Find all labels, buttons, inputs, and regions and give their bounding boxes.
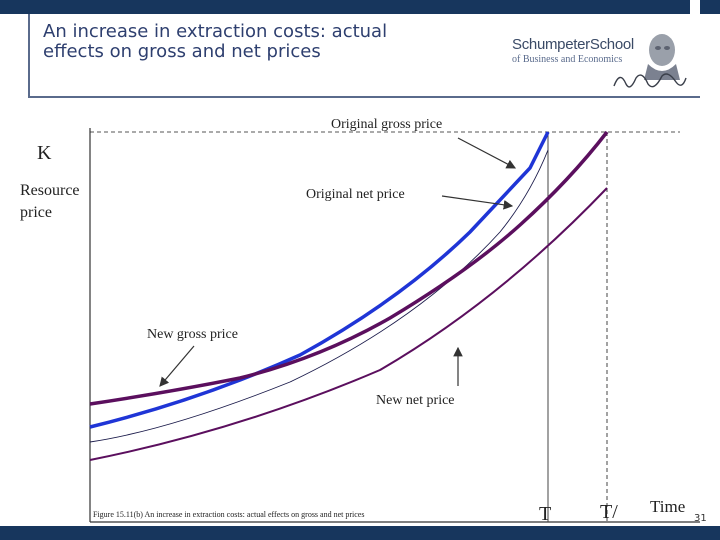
figure-caption: Figure 15.11(b) An increase in extractio… — [93, 510, 365, 519]
slide-title: An increase in extraction costs: actual … — [43, 21, 388, 62]
label-t: T — [539, 503, 552, 525]
label-t-prime: T/ — [600, 501, 618, 523]
bottom-bar — [0, 526, 720, 540]
logo-subtitle: of Business and Economics — [512, 54, 623, 65]
top-bar — [0, 0, 690, 14]
label-original-gross-price: Original gross price — [331, 117, 443, 132]
label-original-net-price: Original net price — [306, 187, 405, 202]
title-rule — [28, 96, 700, 98]
title-left-rule — [28, 14, 30, 98]
slide-number: 31 — [694, 513, 707, 524]
label-new-gross-price: New gross price — [147, 327, 238, 342]
arrow-original-gross — [457, 137, 517, 169]
label-time: Time — [650, 497, 686, 516]
label-resource-price: Resource price — [20, 182, 80, 221]
logo-name: SchumpeterSchool — [512, 36, 634, 53]
original-net-price-curve — [89, 149, 549, 443]
new-gross-price-curve — [89, 130, 609, 406]
arrow-new-gross — [159, 345, 195, 387]
original-gross-price-curve — [89, 131, 550, 429]
school-logo: SchumpeterSchool of Business and Economi… — [512, 34, 692, 96]
arrow-original-net — [441, 195, 514, 210]
label-k: K — [37, 142, 52, 164]
top-bar-right — [700, 0, 720, 14]
new-net-price-curve — [89, 187, 608, 461]
label-new-net-price: New net price — [376, 393, 455, 408]
logo-portrait-and-signature — [613, 34, 687, 88]
